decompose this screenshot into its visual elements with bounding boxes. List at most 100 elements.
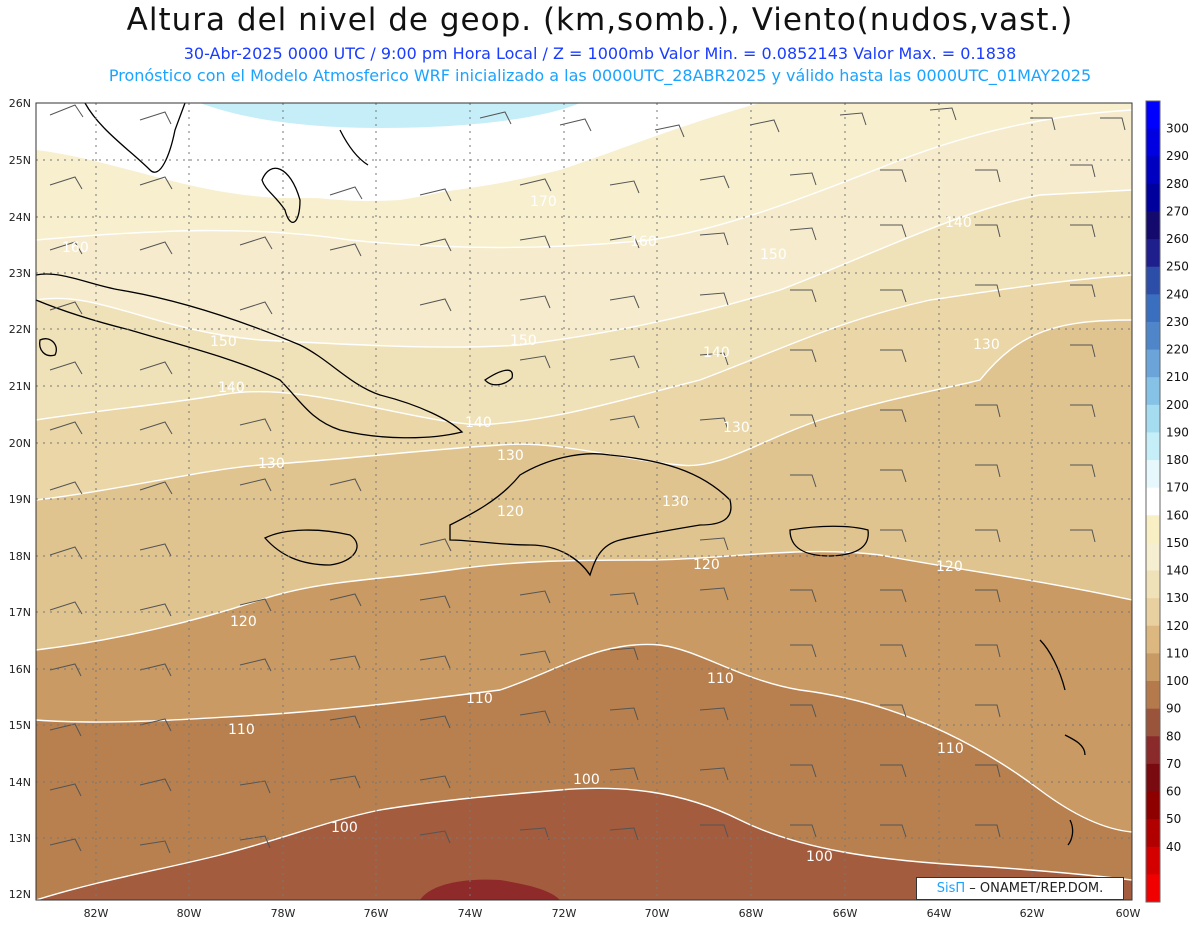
lat-label: 15N [9,719,31,732]
contour-label: 120 [936,559,963,575]
wind-barbs [49,104,1126,854]
colorbar-swatch [1146,294,1160,323]
contour-label: 130 [973,337,1000,353]
colorbar-swatch [1146,487,1160,516]
longitude-labels: 82W 80W 78W 76W 74W 72W 70W 68W 66W 64W … [84,907,1141,920]
lon-label: 72W [552,907,577,920]
lat-label: 20N [9,437,31,450]
lon-label: 82W [84,907,109,920]
white-high-area [200,103,580,201]
colorbar-label: 240 [1166,287,1189,301]
colorbar-label: 160 [1166,508,1189,522]
colorbar-swatch [1146,377,1160,406]
contour-label: 120 [497,504,524,520]
lon-label: 62W [1020,907,1045,920]
coastlines [36,103,1086,846]
colorbar-swatch [1146,542,1160,572]
colorbar-label: 40 [1166,840,1181,854]
contour-label-group: 170 160 160 150 150 150 140 140 140 140 … [62,194,1000,865]
bahamas-island [261,167,301,223]
colorbar-swatch [1146,239,1160,268]
contour-label: 100 [573,772,600,788]
contour-label: 130 [258,456,285,472]
colorbar-label: 290 [1166,149,1189,163]
contour-lines [36,109,1132,900]
cyan-high-area [200,103,580,128]
contour-label: 150 [510,333,537,349]
colorbar-label: 60 [1166,785,1181,799]
contour-label: 110 [937,741,964,757]
colorbar-label: 250 [1166,260,1189,274]
contour-label: 170 [530,194,557,210]
colorbar-swatch [1146,681,1160,710]
contour-label: 110 [466,691,493,707]
plot-frame [35,102,1133,901]
lat-label: 26N [9,97,31,110]
lat-label: 24N [9,211,31,224]
lat-label: 25N [9,154,31,167]
colorbar-label: 260 [1166,232,1189,246]
inagua-island [484,369,513,386]
lesser-antilles [1039,639,1086,846]
colorbar-swatch [1146,211,1160,240]
colorbar-swatch [1146,183,1160,212]
lat-label: 23N [9,267,31,280]
puerto-rico-coast [789,525,869,557]
colorbar-label: 190 [1166,425,1189,439]
colorbar-swatch [1146,708,1160,737]
contour-label: 140 [218,380,245,396]
lon-label: 60W [1116,907,1141,920]
valid-time-line: 30-Abr-2025 0000 UTC / 9:00 pm Hora Loca… [183,44,1017,63]
credit-box: SisΠ – ONAMET/REP.DOM. [916,877,1124,900]
map-title: Altura del nivel de geop. (km,somb.), Vi… [126,2,1074,38]
colorbar-label: 140 [1166,564,1189,578]
lat-label: 19N [9,493,31,506]
lon-label: 66W [833,907,858,920]
colorbar-swatch [1146,625,1160,654]
colorbar-swatch [1146,321,1160,351]
contour-label: 130 [497,448,524,464]
contour-label: 150 [760,247,787,263]
colorbar-label: 150 [1166,536,1189,550]
bahamas-island-2 [339,129,369,166]
florida-coast [84,103,186,173]
colorbar-label: 50 [1166,812,1181,826]
colorbar-label: 80 [1166,729,1181,743]
colorbar-label: 200 [1166,398,1189,412]
colorbar-label: 180 [1166,453,1189,467]
colorbar-swatch [1146,791,1160,820]
colorbar-label: 270 [1166,204,1189,218]
contour-label: 100 [806,849,833,865]
colorbar-swatch [1146,349,1160,378]
colorbar-label: 210 [1166,370,1189,384]
lat-label: 16N [9,663,31,676]
contour-label: 130 [723,420,750,436]
contour-label: 120 [230,614,257,630]
colorbar-label: 110 [1166,646,1189,660]
colorbar-label: 90 [1166,702,1181,716]
lon-label: 80W [177,907,202,920]
colorbar-swatch [1146,819,1160,848]
contour-label: 160 [62,240,89,256]
lat-label: 22N [9,323,31,336]
isle-of-youth [39,338,57,357]
colorbar-label: 170 [1166,481,1189,495]
contour-label: 110 [228,722,255,738]
contour-label: 150 [210,334,237,350]
colorbar-swatch [1146,653,1160,682]
colorbar-frame [1145,100,1161,903]
colorbar-swatch [1146,598,1160,627]
lat-label: 13N [9,832,31,845]
lat-label: 12N [9,888,31,901]
colorbar-label: 70 [1166,757,1181,771]
lon-label: 74W [458,907,483,920]
colorbar-swatch [1146,432,1160,461]
colorbar-label: 280 [1166,177,1189,191]
colorbar-label: 120 [1166,619,1189,633]
colorbar: 300 290 280 270 260 250 240 230 220 210 200 190 180 1… [1145,100,1189,903]
colorbar-swatch [1146,404,1160,433]
lon-label: 68W [739,907,764,920]
colorbar-swatch [1146,266,1160,295]
colorbar-label: 130 [1166,591,1189,605]
colorbar-swatch [1146,763,1160,793]
